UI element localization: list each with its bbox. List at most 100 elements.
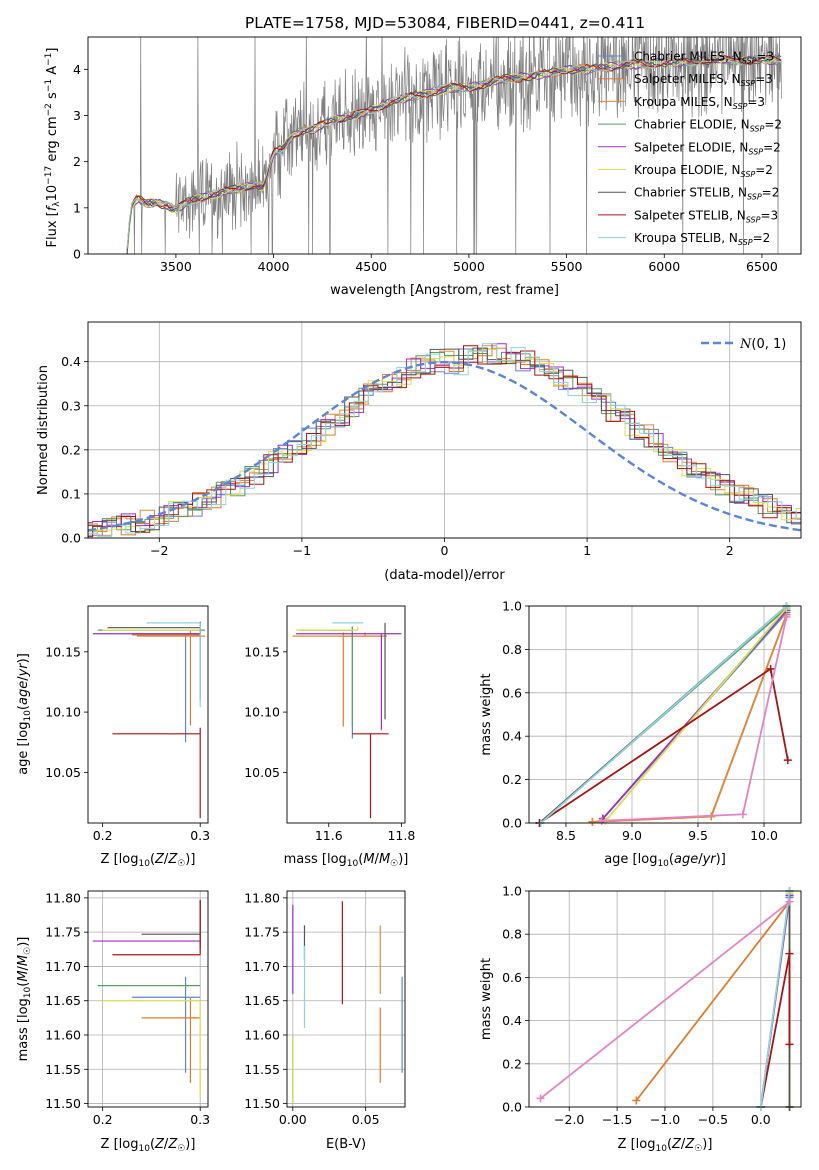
- y-tick-label: 10.05: [45, 765, 81, 780]
- legend-label: N(0, 1): [739, 337, 786, 352]
- y-tick-label: 10.10: [45, 705, 81, 720]
- weight-line: [540, 605, 788, 824]
- histogram-step: [88, 343, 801, 537]
- y-axis-label: Normed distribution: [36, 365, 51, 495]
- y-tick-label: 0.2: [502, 1056, 522, 1071]
- weight-line: [635, 901, 791, 1102]
- legend-label: Kroupa MILES, NSSP=3: [634, 95, 765, 111]
- mass-weight-vs-age-panel: 8.5 9.0 9.5 10.0 0.0 0.2 0.4 0.6 0.8 1.0 mass weig…: [479, 599, 802, 869]
- y-axis-label: age [log10(age/yr)]: [16, 653, 33, 775]
- y-tick-label: 10.05: [244, 765, 280, 780]
- weight-line: [539, 667, 789, 824]
- axes-frame: [528, 605, 802, 824]
- legend-label: Chabrier STELIB, NSSP=2: [634, 186, 779, 202]
- y-tick-label: 11.60: [45, 1028, 81, 1043]
- weight-marker: [632, 1096, 641, 1105]
- mass-weight-vs-Z-panel: −2.0 −1.5 −1.0 −0.5 0.0 0.0 0.2 0.4 0.6 0.8 1.0 mas…: [479, 884, 802, 1154]
- x-axis-label: Z [log10(Z/Z☉)]: [618, 1137, 713, 1154]
- age-vs-Z-panel: 0.2 0.3 10.05 10.10 10.15 Z [log10(Z/Z☉)] age …: [16, 605, 210, 869]
- age-vs-mass-data: [292, 622, 402, 819]
- legend-label: Chabrier MILES, NSSP=3: [634, 50, 774, 66]
- weight-line: [759, 953, 791, 1108]
- y-tick-label: 1.0: [502, 599, 522, 614]
- weight-marker: [588, 817, 597, 826]
- legend-label: Salpeter ELODIE, NSSP=2: [634, 140, 781, 156]
- axes-frame: [87, 605, 209, 824]
- x-tick-label: 0.05: [352, 1112, 380, 1127]
- age-vs-mass-panel: 11.6 11.8 10.05 10.10 10.15 mass [log10(M/M☉)…: [244, 605, 415, 869]
- residuals-data: [88, 343, 801, 538]
- x-tick-label: 1: [583, 543, 591, 558]
- axes-frame: [87, 890, 209, 1108]
- y-tick-label: 0.3: [61, 398, 81, 413]
- y-tick-label: 0.8: [502, 642, 522, 657]
- mass-weight-vs-Z-data: [536, 887, 794, 1111]
- histogram-step: [88, 343, 801, 527]
- y-tick-label: 11.70: [45, 959, 81, 974]
- x-tick-label: 0.3: [190, 1112, 210, 1127]
- y-tick-label: 11.70: [244, 959, 280, 974]
- mass-vs-EBV-data: [292, 901, 403, 1104]
- axes-frame: [528, 890, 802, 1108]
- y-tick-label: 10.15: [45, 644, 81, 659]
- legend-label: Kroupa ELODIE, NSSP=2: [634, 163, 773, 179]
- model-line: [126, 55, 782, 254]
- mass-vs-Z-data: [92, 899, 201, 1097]
- y-tick-label: 0.8: [502, 927, 522, 942]
- model-line: [126, 55, 782, 254]
- y-axis-label: Flux [fλ10−17 erg cm−2 s−1 A−1]: [44, 48, 62, 248]
- y-tick-label: 1: [73, 200, 81, 215]
- y-tick-label: 11.75: [45, 925, 81, 940]
- y-tick-label: 0.0: [502, 1100, 522, 1115]
- figure-title: PLATE=1758, MJD=53084, FIBERID=0441, z=0…: [245, 14, 645, 32]
- weight-line: [604, 607, 788, 822]
- x-tick-label: 0.3: [190, 828, 210, 843]
- x-tick-label: 4500: [355, 259, 387, 274]
- spectrum-panel: 3500 4000 4500 5000 5500 6000 6500 0 1 2 3 4 wavelen…: [44, 36, 802, 298]
- y-tick-label: 0.0: [502, 816, 522, 831]
- x-tick-label: 0.2: [93, 1112, 113, 1127]
- y-tick-label: 11.80: [45, 890, 81, 905]
- y-tick-label: 11.60: [244, 1028, 280, 1043]
- axes-frame: [87, 321, 802, 539]
- histogram-step: [88, 349, 801, 533]
- x-tick-label: 0.00: [279, 1112, 307, 1127]
- x-tick-label: −1: [293, 543, 311, 558]
- weight-marker: [785, 897, 794, 906]
- x-tick-label: −1.0: [650, 1112, 680, 1127]
- x-tick-label: 3500: [160, 259, 192, 274]
- x-tick-label: 2: [726, 543, 734, 558]
- y-tick-label: 11.55: [244, 1062, 280, 1077]
- x-axis-label: mass [log10(M/M☉)]: [284, 852, 409, 869]
- x-tick-label: 0.0: [751, 1112, 771, 1127]
- weight-line: [759, 890, 791, 1108]
- x-tick-label: 5500: [551, 259, 583, 274]
- x-tick-label: 6000: [648, 259, 680, 274]
- y-tick-label: 11.50: [244, 1096, 280, 1111]
- y-axis-label: mass weight: [479, 958, 494, 1040]
- y-tick-label: 11.80: [244, 890, 280, 905]
- age-vs-Z-data: [92, 621, 206, 819]
- data-spectrum-line: [126, 37, 782, 254]
- weight-marker: [738, 810, 747, 819]
- y-tick-label: 11.55: [45, 1062, 81, 1077]
- y-tick-label: 4: [73, 62, 81, 77]
- x-tick-label: 9.0: [622, 828, 642, 843]
- y-tick-label: 11.65: [244, 993, 280, 1008]
- legend-label: Salpeter MILES, NSSP=3: [634, 72, 773, 88]
- x-tick-label: 5000: [453, 259, 485, 274]
- weight-marker: [785, 1040, 794, 1049]
- x-axis-label: (data-model)/error: [384, 568, 505, 583]
- legend-label: Chabrier ELODIE, NSSP=2: [634, 118, 782, 134]
- x-tick-label: 9.5: [688, 828, 708, 843]
- x-tick-label: 10.0: [750, 828, 778, 843]
- weight-marker: [783, 756, 792, 765]
- y-tick-label: 0.2: [502, 772, 522, 787]
- y-tick-label: 2: [73, 154, 81, 169]
- legend-label: Salpeter STELIB, NSSP=3: [634, 208, 778, 224]
- x-tick-label: 11.8: [387, 828, 415, 843]
- axes-frame: [87, 36, 802, 255]
- y-tick-label: 0.6: [502, 685, 522, 700]
- model-line: [126, 54, 782, 249]
- normal-curve: [88, 360, 801, 532]
